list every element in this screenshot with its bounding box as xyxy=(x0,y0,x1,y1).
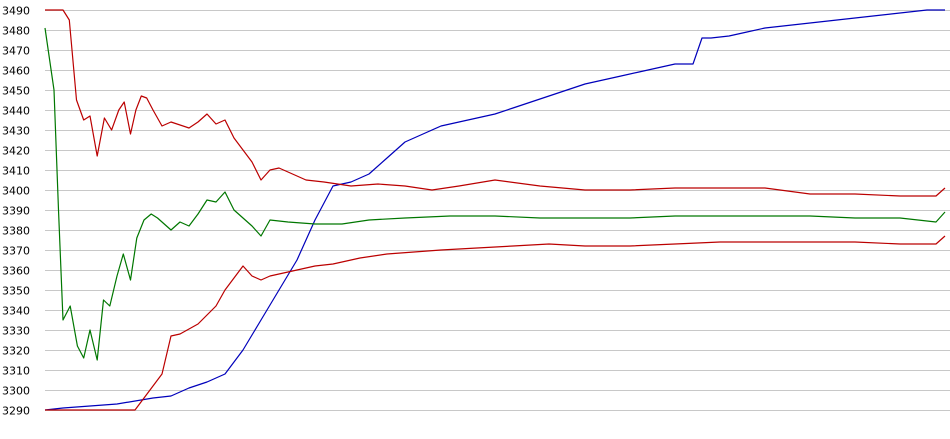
y-tick-label: 3370 xyxy=(2,245,30,258)
series-line-2 xyxy=(45,9,946,197)
y-tick-label: 3440 xyxy=(2,105,30,118)
series-line-4 xyxy=(45,235,946,411)
y-tick-label: 3360 xyxy=(2,265,30,278)
y-tick-label: 3450 xyxy=(2,85,30,98)
y-tick-label: 3350 xyxy=(2,285,30,298)
y-tick-label: 3430 xyxy=(2,125,30,138)
y-tick-label: 3460 xyxy=(2,65,30,78)
grid-lines xyxy=(45,10,950,411)
y-tick-label: 3340 xyxy=(2,305,30,318)
y-tick-label: 3410 xyxy=(2,165,30,178)
y-tick-label: 3400 xyxy=(2,185,30,198)
y-axis: 3290 3300 3310 3320 3330 3340 3350 3360 3370 3380… xyxy=(2,5,30,418)
y-tick-label: 3300 xyxy=(2,385,30,398)
series-line-1 xyxy=(44,9,945,411)
y-tick-label: 3470 xyxy=(2,45,30,58)
y-tick-label: 3380 xyxy=(2,225,30,238)
series-lines xyxy=(44,9,946,411)
y-tick-label: 3320 xyxy=(2,345,30,358)
y-tick-label: 3490 xyxy=(2,5,30,18)
y-tick-label: 3290 xyxy=(2,405,30,418)
y-tick-label: 3390 xyxy=(2,205,30,218)
y-tick-label: 3330 xyxy=(2,325,30,338)
y-tick-label: 3310 xyxy=(2,365,30,378)
y-tick-label: 3480 xyxy=(2,25,30,38)
y-tick-label: 3420 xyxy=(2,145,30,158)
series-line-3 xyxy=(44,27,946,361)
